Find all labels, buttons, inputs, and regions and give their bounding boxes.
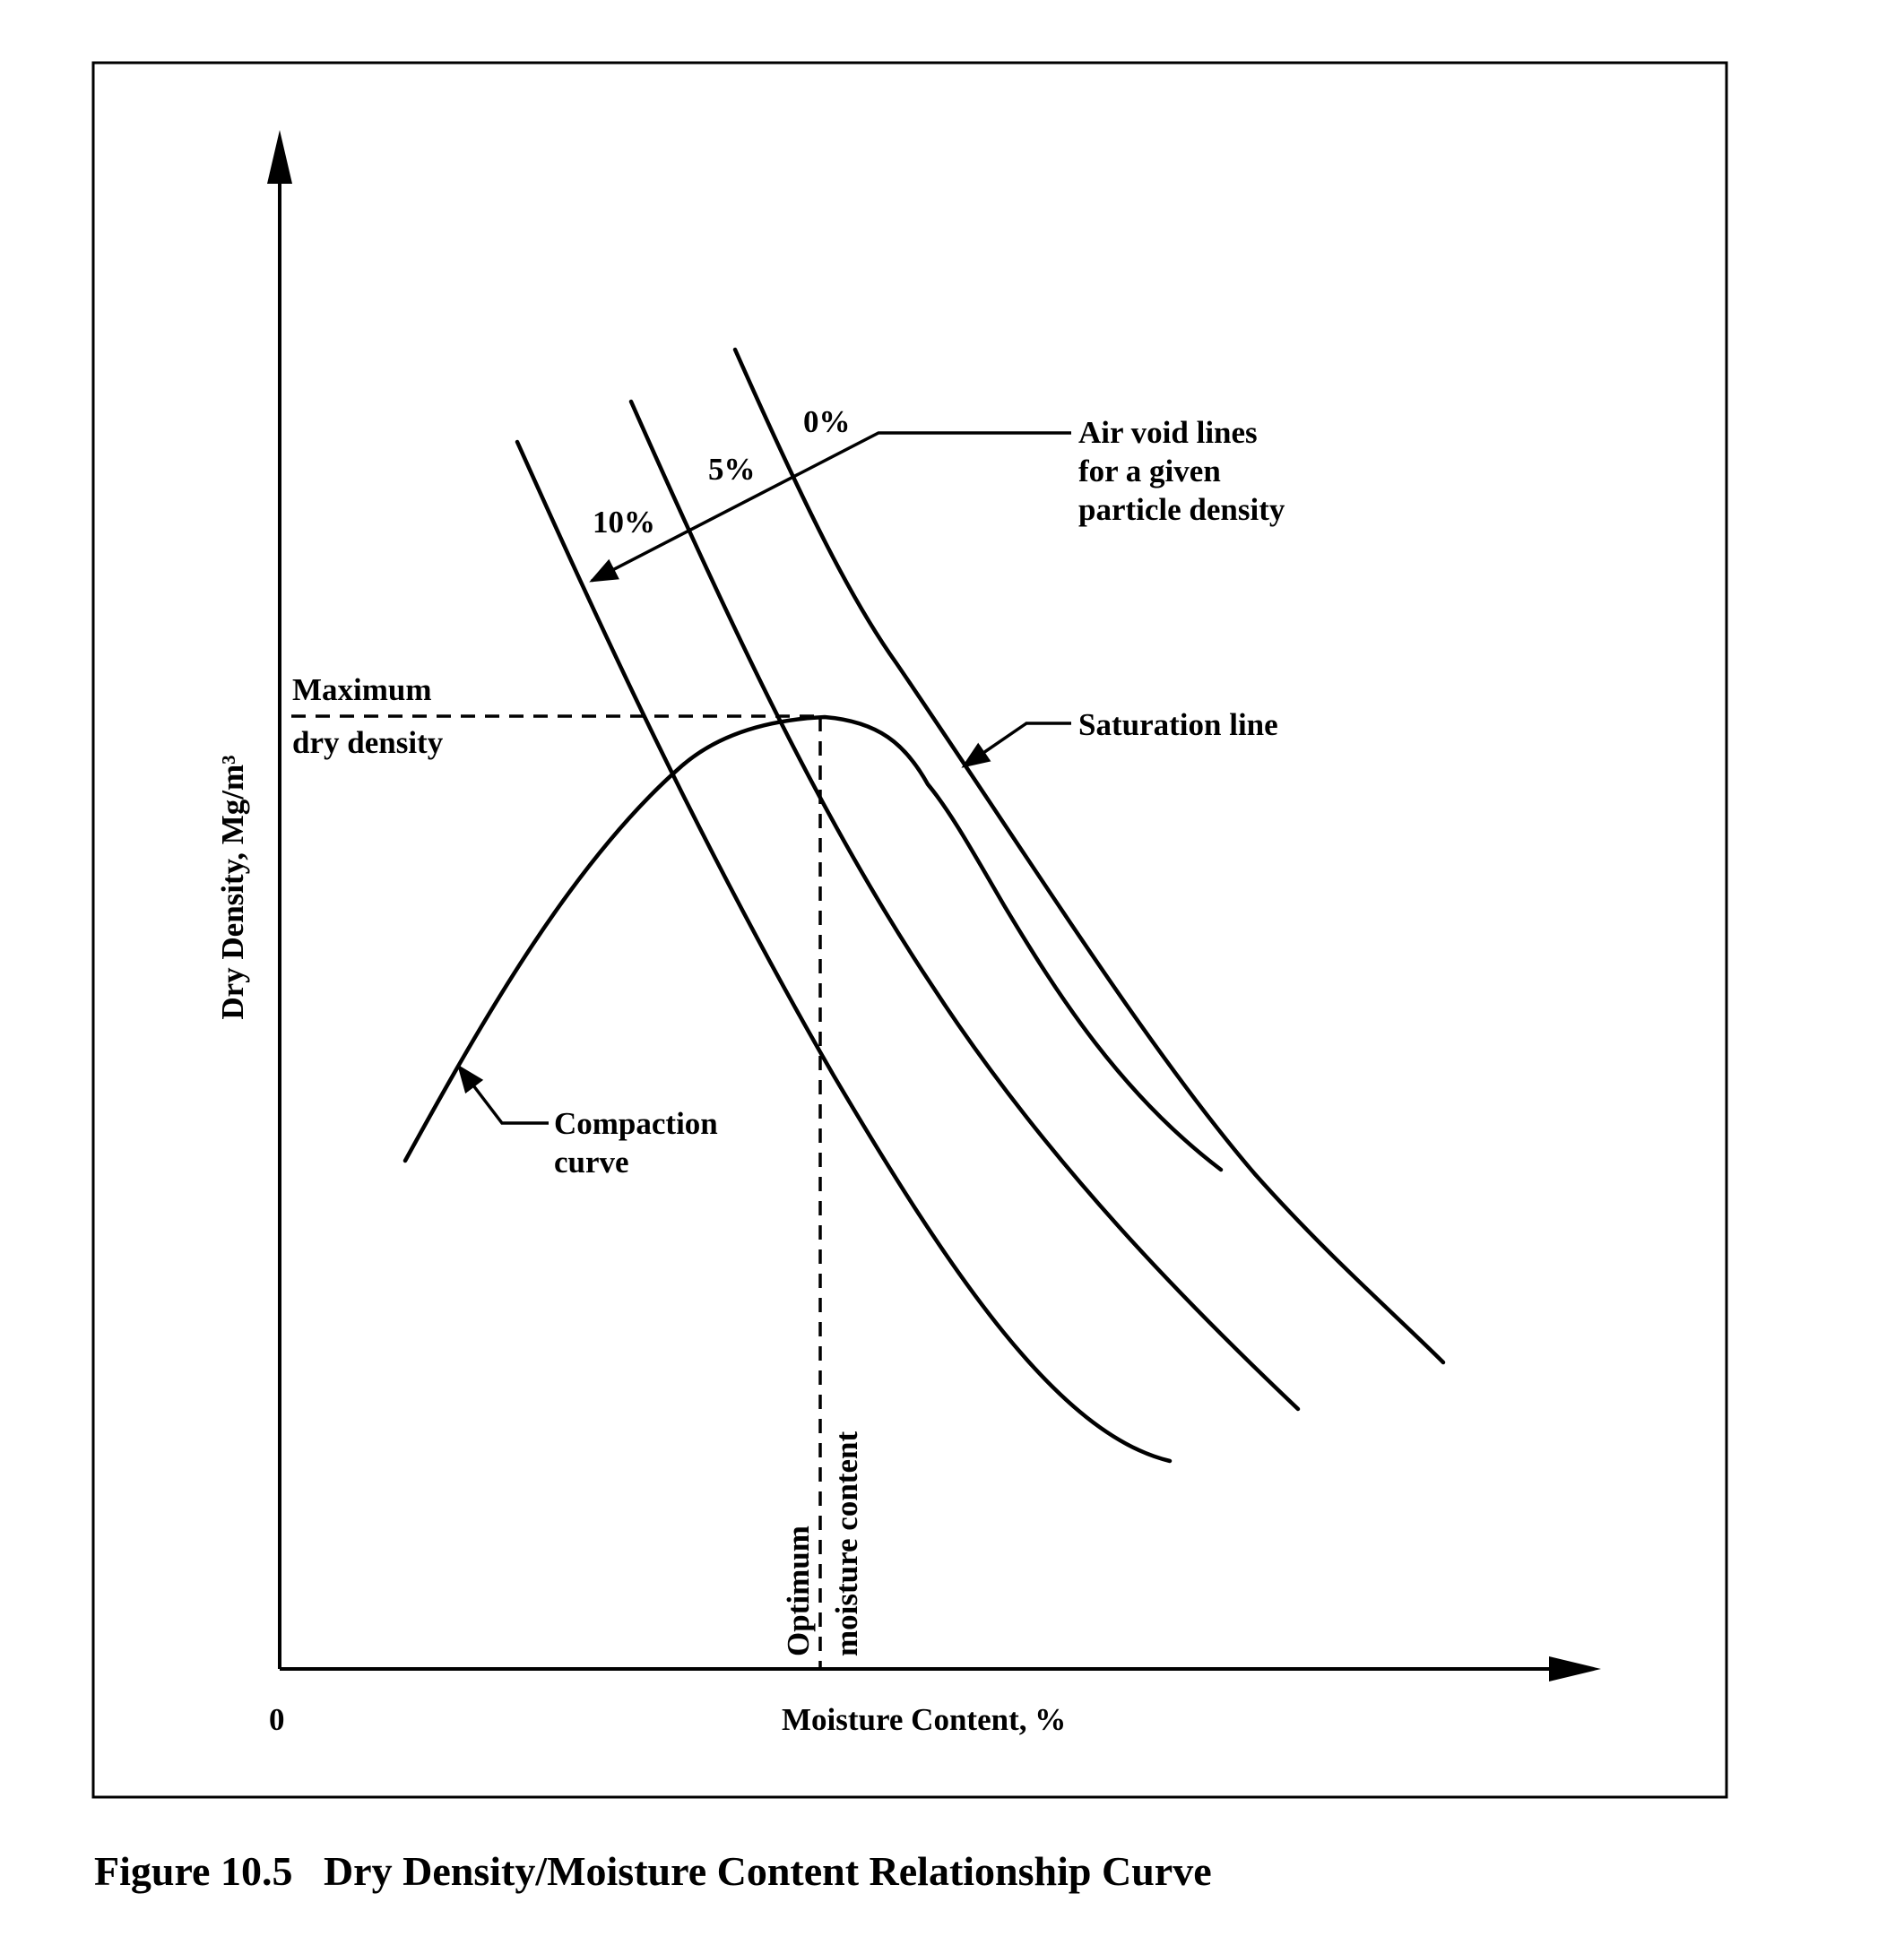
compaction-curve-label-1: Compaction — [554, 1106, 718, 1141]
optimum-moisture-label-2: moisture content — [829, 1431, 864, 1656]
origin-label: 0 — [269, 1702, 285, 1737]
air-void-note-line-2: for a given — [1078, 454, 1221, 488]
saturation-leader — [961, 722, 1071, 768]
compaction-curve — [402, 714, 1224, 1172]
compaction-leader — [457, 1064, 549, 1125]
optimum-moisture-label-1: Optimum — [781, 1526, 816, 1656]
saturation-line-label: Saturation line — [1078, 707, 1278, 742]
air-void-leader — [589, 431, 1071, 583]
air-void-label-10: 10% — [593, 505, 655, 540]
figure-caption: Figure 10.5 Dry Density/Moisture Content… — [94, 1848, 1212, 1894]
x-axis-arrow — [1549, 1656, 1601, 1681]
max-dry-density-label-2: dry density — [292, 725, 444, 760]
y-axis-arrow — [267, 130, 292, 184]
x-axis-label: Moisture Content, % — [782, 1702, 1066, 1737]
compaction-curve-label-2: curve — [554, 1145, 629, 1180]
air-void-note-line-3: particle density — [1078, 492, 1285, 527]
figure-frame — [91, 61, 1728, 1799]
air-void-line-0-saturation — [732, 347, 1446, 1365]
y-axis-label: Dry Density, Mg/m³ — [215, 755, 250, 1019]
air-void-line-10 — [515, 439, 1173, 1464]
axes — [267, 130, 1601, 1681]
air-void-label-0: 0% — [803, 404, 851, 439]
air-void-label-5: 5% — [708, 452, 756, 487]
air-void-note-line-1: Air void lines — [1078, 415, 1258, 450]
air-void-line-5 — [628, 399, 1301, 1412]
max-dry-density-label-1: Maximum — [292, 672, 432, 707]
